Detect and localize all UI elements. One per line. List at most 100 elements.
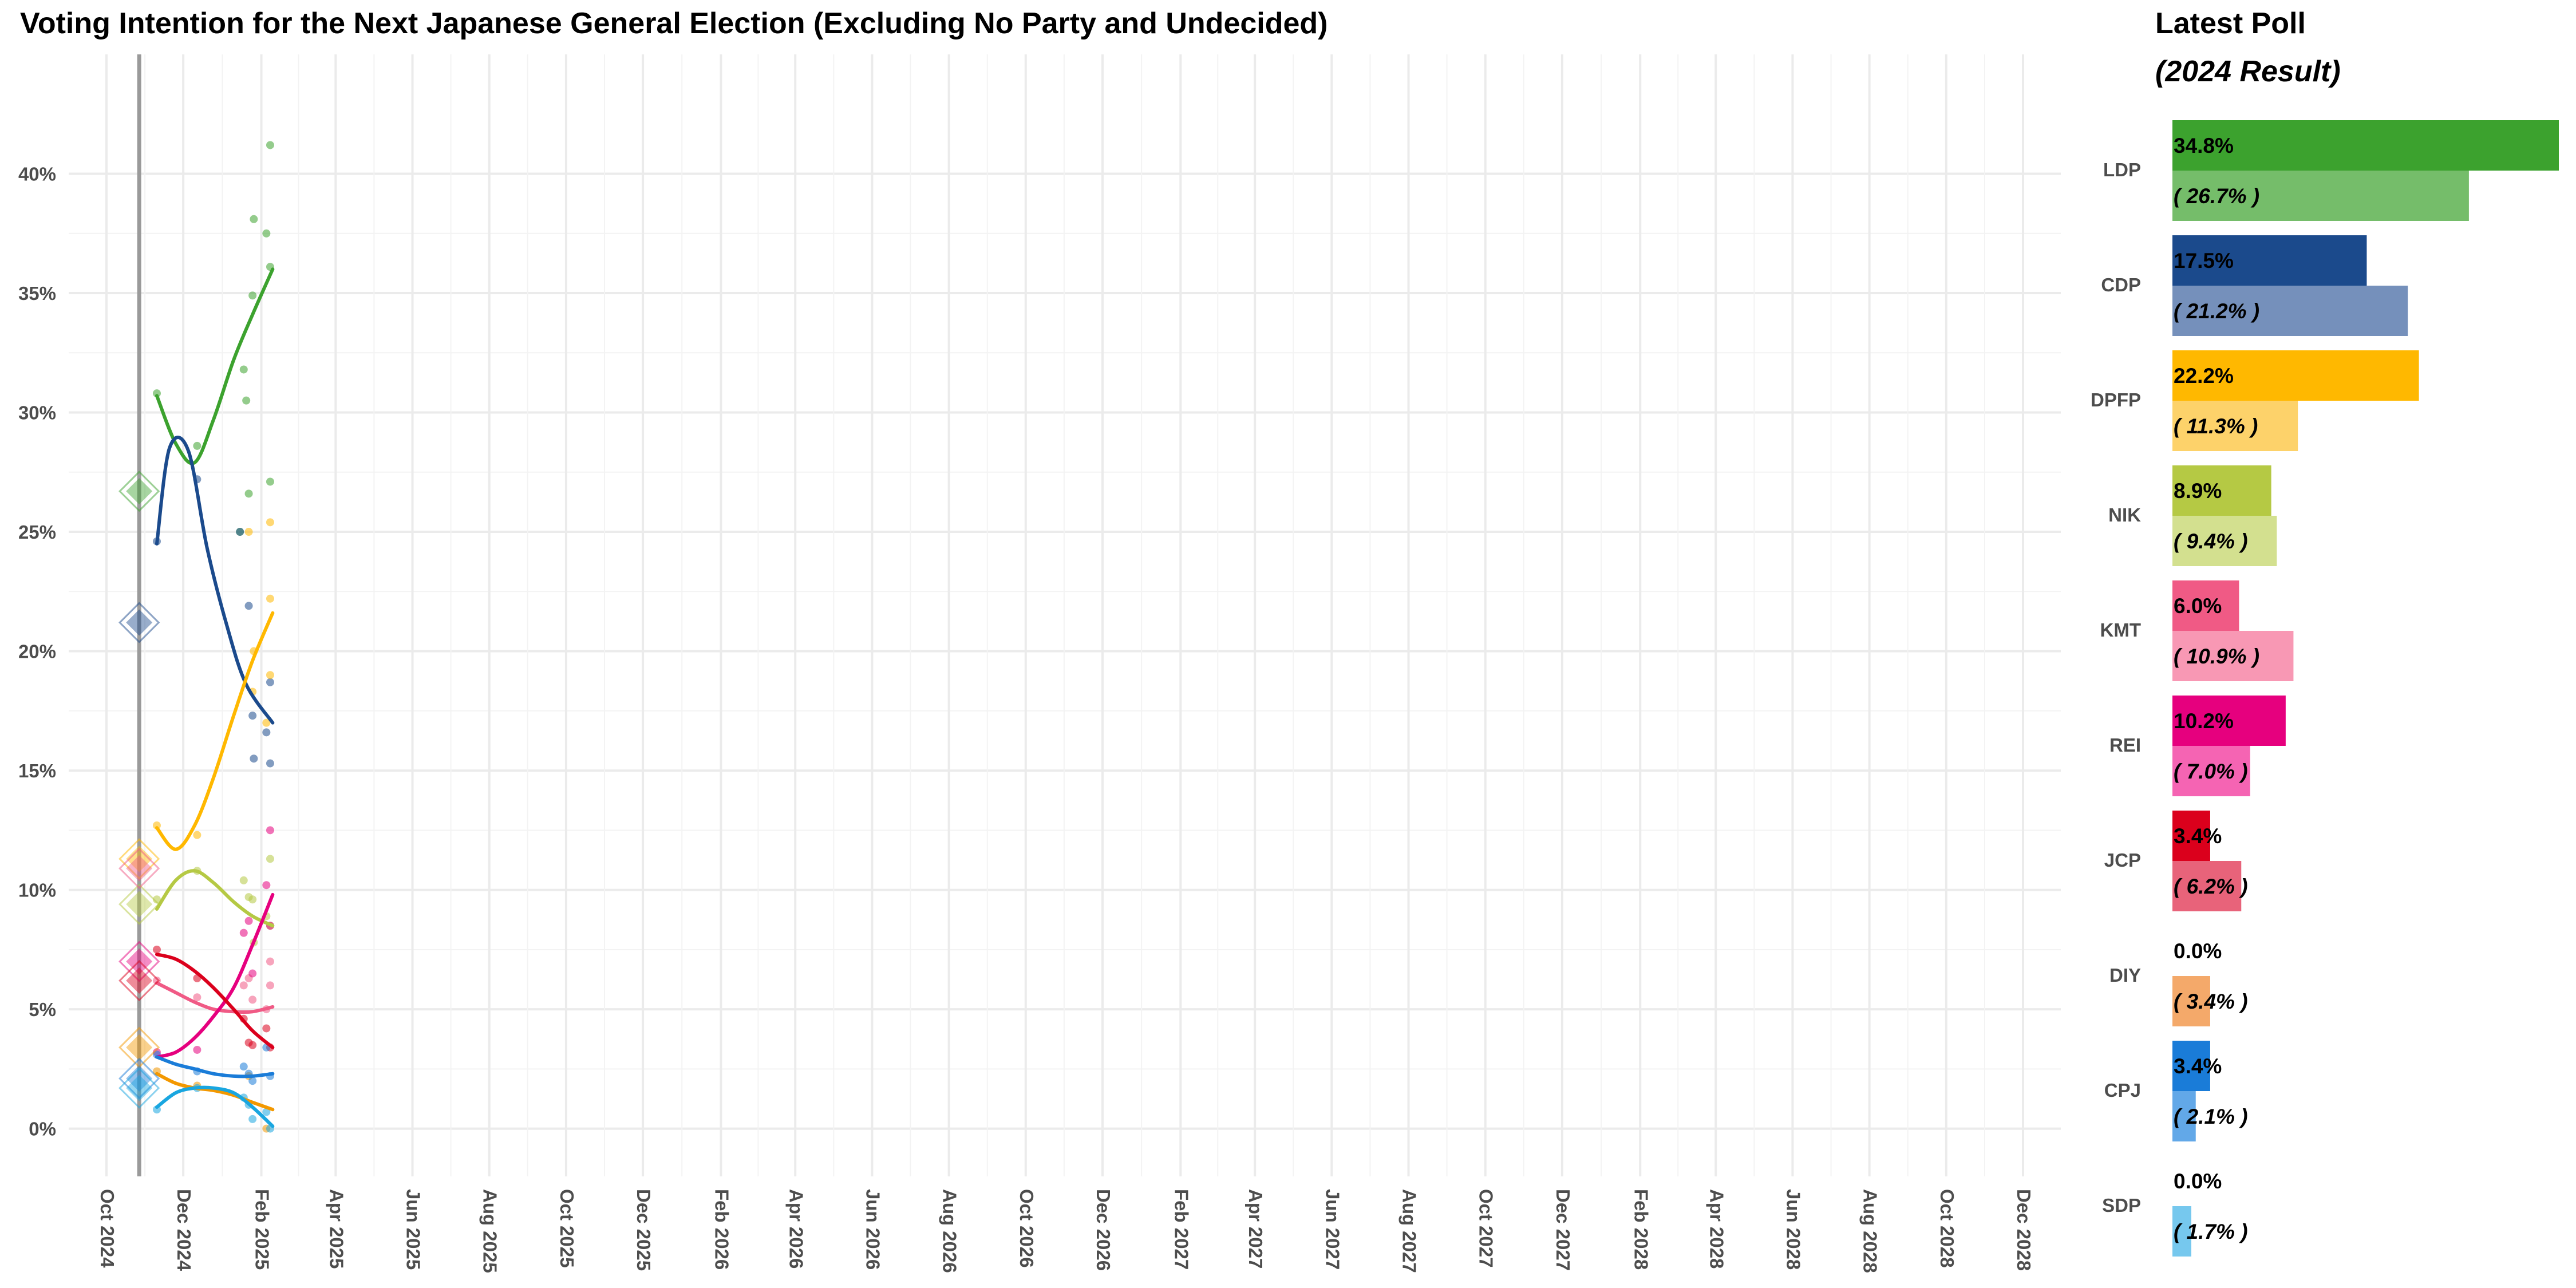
nik-latest-poll-bar xyxy=(2172,465,2271,516)
dpfp-latest-poll-label: 22.2% xyxy=(2174,364,2234,388)
dpfp-poll-point xyxy=(266,518,274,527)
rei-party-label: REI xyxy=(2109,734,2141,756)
x-tick-label: Apr 2028 xyxy=(1706,1189,1727,1269)
jcp-trend-line xyxy=(155,953,275,1049)
x-tick-label: Jun 2027 xyxy=(1322,1189,1343,1270)
ldp-poll-point xyxy=(266,141,274,149)
rei-poll-point xyxy=(248,969,257,978)
dpfp-poll-point xyxy=(152,821,161,829)
jcp-party-label: JCP xyxy=(2104,850,2141,871)
ldp-result-diamond-outline xyxy=(118,471,160,512)
x-tick-label: Aug 2026 xyxy=(939,1189,961,1273)
dpfp-result-diamond xyxy=(126,846,153,872)
x-tick-label: Oct 2024 xyxy=(97,1189,118,1268)
ldp-poll-point xyxy=(244,489,253,498)
sdp-latest-poll-label: 0.0% xyxy=(2174,1170,2222,1193)
diy-party-label: DIY xyxy=(2109,965,2141,986)
x-tick-label: Apr 2025 xyxy=(326,1189,347,1269)
y-tick-label: 10% xyxy=(18,880,56,901)
cdp-poll-point xyxy=(250,754,258,763)
cpj-latest-poll-bar xyxy=(2172,1041,2210,1091)
x-tick-label: Dec 2024 xyxy=(173,1189,195,1271)
dpfp-poll-point xyxy=(262,718,271,727)
rei-trend-line xyxy=(155,892,275,1059)
rei-result-label: ( 7.0% ) xyxy=(2174,760,2248,783)
jcp-poll-point xyxy=(152,945,161,954)
sdp-result-label: ( 1.7% ) xyxy=(2174,1220,2248,1243)
ldp-latest-poll-bar xyxy=(2172,120,2559,171)
x-tick-label: Dec 2025 xyxy=(633,1189,654,1271)
ldp-poll-point xyxy=(248,291,257,300)
ldp-poll-point xyxy=(193,441,202,450)
y-axis: 0% 5% 10% 15% 20% 25% 30% 35% 40% xyxy=(18,164,56,1140)
ldp-poll-point xyxy=(250,215,258,223)
diy-result-diamond-outline xyxy=(118,1026,160,1068)
cpj-result-label: ( 2.1% ) xyxy=(2174,1105,2248,1128)
cpj-latest-poll-label: 3.4% xyxy=(2174,1054,2222,1078)
ldp-trend-line xyxy=(155,267,275,465)
bar-chart-title: Latest Poll xyxy=(2155,7,2306,40)
ldp-poll-point xyxy=(262,229,271,238)
cpj-result-diamond xyxy=(126,1065,153,1092)
x-tick-label: Jun 2028 xyxy=(1783,1189,1804,1270)
rei-poll-point xyxy=(266,826,274,835)
cdp-poll-point xyxy=(244,602,253,610)
rei-poll-point xyxy=(262,881,271,890)
x-tick-label: Dec 2027 xyxy=(1552,1189,1574,1271)
dpfp-latest-poll-bar xyxy=(2172,350,2419,401)
dpfp-poll-point xyxy=(266,594,274,603)
kmt-party-label: KMT xyxy=(2100,619,2141,641)
x-tick-label: Jun 2025 xyxy=(403,1189,424,1270)
x-tick-label: Oct 2028 xyxy=(1937,1189,1958,1268)
dpfp-result-label: ( 11.3% ) xyxy=(2174,414,2258,438)
rei-result-bar xyxy=(2172,746,2250,796)
cdp-result-bar xyxy=(2172,286,2408,336)
x-tick-label: Jun 2026 xyxy=(862,1189,883,1270)
x-tick-label: Oct 2027 xyxy=(1476,1189,1497,1268)
x-tick-label: Aug 2027 xyxy=(1399,1189,1420,1273)
jcp-result-diamond-outline xyxy=(118,959,160,1002)
ldp-poll-point xyxy=(266,477,274,486)
cdp-latest-poll-label: 17.5% xyxy=(2174,249,2234,272)
dpfp-poll-point xyxy=(244,528,253,536)
diy-latest-poll-label: 0.0% xyxy=(2174,939,2222,963)
x-tick-label: Feb 2027 xyxy=(1171,1189,1192,1270)
cpj-party-label: CPJ xyxy=(2104,1080,2141,1101)
kmt-trend-line xyxy=(155,981,275,1014)
ldp-result-label: ( 26.7% ) xyxy=(2174,184,2259,208)
nik-result-bar xyxy=(2172,516,2277,566)
result-diamonds xyxy=(118,471,160,1109)
x-tick-label: Dec 2026 xyxy=(1093,1189,1114,1271)
cdp-poll-point xyxy=(262,728,271,737)
x-tick-label: Feb 2025 xyxy=(252,1189,273,1270)
x-tick-label: Oct 2025 xyxy=(556,1189,578,1268)
ldp-result-bar xyxy=(2172,171,2469,221)
nik-poll-point xyxy=(266,855,274,863)
rei-result-diamond-outline xyxy=(118,941,160,982)
x-tick-label: Oct 2026 xyxy=(1016,1189,1037,1268)
rei-poll-point xyxy=(193,1045,202,1054)
sdp-poll-point xyxy=(262,1108,271,1116)
y-tick-label: 30% xyxy=(18,402,56,424)
kmt-result-diamond xyxy=(126,855,153,882)
cdp-latest-poll-bar xyxy=(2172,235,2367,286)
nik-party-label: NIK xyxy=(2108,504,2141,526)
dpfp-poll-point xyxy=(193,831,202,839)
jcp-result-label: ( 6.2% ) xyxy=(2174,875,2248,898)
kmt-result-label: ( 10.9% ) xyxy=(2174,645,2259,668)
kmt-poll-point xyxy=(248,995,257,1004)
cdp-poll-point xyxy=(248,712,257,720)
nik-result-label: ( 9.4% ) xyxy=(2174,530,2248,553)
bar-chart-subtitle: (2024 Result) xyxy=(2155,55,2341,88)
nik-result-diamond-outline xyxy=(118,883,160,925)
y-tick-label: 40% xyxy=(18,164,56,185)
sdp-poll-point xyxy=(248,1115,257,1123)
rei-latest-poll-label: 10.2% xyxy=(2174,709,2234,733)
ldp-poll-point xyxy=(152,389,161,398)
grid xyxy=(69,54,2061,1176)
y-tick-label: 15% xyxy=(18,760,56,781)
dpfp-party-label: DPFP xyxy=(2091,389,2141,410)
kmt-poll-point xyxy=(266,981,274,990)
rei-poll-point xyxy=(239,929,248,937)
nik-poll-point xyxy=(248,895,257,904)
